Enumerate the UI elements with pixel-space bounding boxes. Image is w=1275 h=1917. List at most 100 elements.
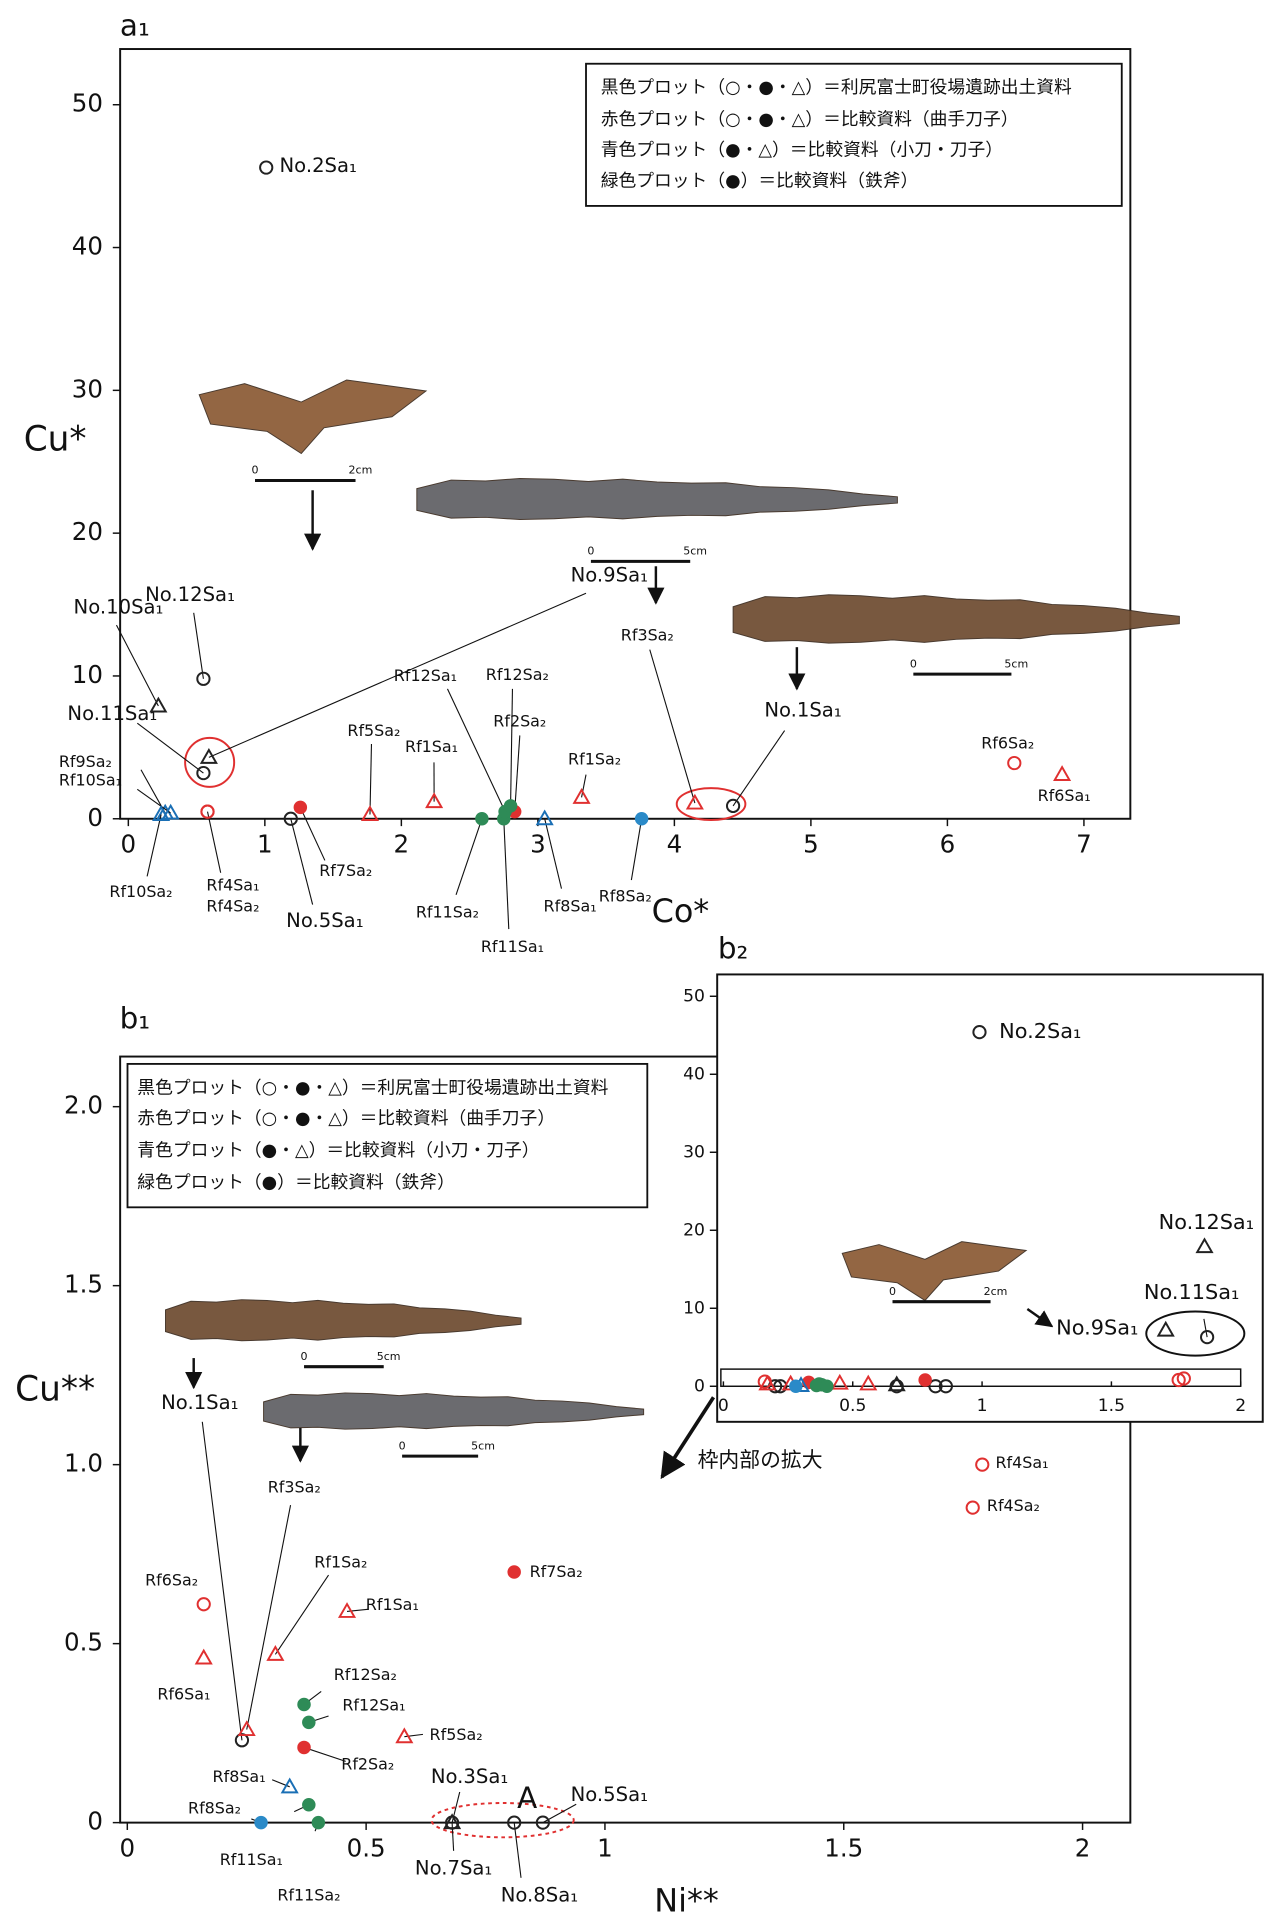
point-label: Rf11Sa₂: [416, 903, 479, 922]
leader-line: [303, 1746, 346, 1762]
point-label: Rf7Sa₂: [319, 861, 372, 880]
leader-line: [514, 735, 521, 812]
point-label: Rf12Sa₂: [486, 665, 549, 684]
x-tick-label: 2: [1235, 1396, 1246, 1416]
leader-line: [732, 730, 786, 807]
point-label: Rf4Sa₂: [206, 897, 259, 916]
point-open: [938, 1379, 953, 1394]
scale-zero: 0: [399, 1439, 406, 1452]
x-tick-label: 3: [530, 830, 546, 859]
point-filled: [302, 1797, 316, 1812]
y-tick-label: 1.5: [64, 1270, 103, 1299]
point-open: [1176, 1371, 1191, 1386]
leader-line: [274, 1574, 330, 1655]
point-filled: [789, 1379, 803, 1394]
legend-entry: 緑色プロット（●）＝比較資料（鉄斧）: [601, 170, 919, 191]
point-label: Rf2Sa₂: [341, 1755, 394, 1774]
point-triangle: [887, 1375, 906, 1392]
point-label: Rf10Sa₁: [59, 770, 122, 789]
point-label: No.5Sa₁: [571, 1783, 648, 1806]
annotation: A: [517, 1781, 537, 1815]
point-open: [200, 804, 215, 819]
point-open: [773, 1379, 788, 1394]
point-triangle: [535, 809, 554, 826]
x-tick-label: 4: [667, 830, 683, 859]
y-tick-label: 20: [72, 517, 103, 546]
point-triangle: [152, 805, 171, 821]
point-label: No.1Sa₁: [764, 698, 841, 721]
point-triangle: [425, 792, 444, 809]
point-label: No.7Sa₁: [415, 1857, 492, 1880]
point-open: [535, 1815, 550, 1830]
point-label: No.2Sa₁: [280, 154, 357, 177]
point-triangle: [237, 1720, 256, 1737]
leader-line: [446, 688, 506, 812]
point-label: Rf8Sa₁: [544, 897, 597, 916]
point-label: Rf4Sa₂: [987, 1496, 1040, 1515]
point-triangle: [572, 788, 591, 804]
leader-line: [136, 788, 171, 814]
point-triangle: [360, 805, 380, 821]
point-open: [1007, 755, 1022, 771]
leader-line: [208, 592, 587, 758]
point-label: Rf7Sa₂: [530, 1562, 583, 1581]
scale-length: 5cm: [377, 1350, 401, 1363]
leader-line: [455, 818, 483, 895]
point-filled: [503, 799, 518, 813]
scale-zero: 0: [587, 545, 594, 558]
x-tick-label: 0.5: [347, 1834, 386, 1863]
point-label: Rf5Sa₂: [430, 1725, 483, 1744]
point-filled: [254, 1815, 268, 1830]
point-label: Rf9Sa₂: [59, 752, 112, 771]
leader-line: [451, 1822, 455, 1851]
point-label: No.8Sa₁: [501, 1884, 578, 1907]
highlight-ellipse: [184, 736, 236, 788]
point-label: No.11Sa₁: [1144, 1280, 1239, 1304]
leader-line: [146, 814, 162, 877]
y-tick-label: 20: [683, 1220, 705, 1240]
scale-length: 5cm: [471, 1439, 495, 1452]
y-tick-label: 40: [683, 1064, 705, 1084]
leader-line: [581, 774, 587, 798]
leader-line: [115, 624, 159, 707]
point-label: Rf2Sa₂: [493, 711, 546, 730]
x-tick-label: 7: [1076, 830, 1092, 859]
point-label: Rf8Sa₁: [213, 1767, 266, 1786]
legend-entry: 赤色プロット（○・●・△）＝比較資料（曲手刀子）: [601, 109, 1019, 130]
point-label: Rf6Sa₁: [157, 1685, 210, 1704]
point-open: [725, 798, 741, 814]
point-triangle: [161, 803, 180, 820]
legend-box: [126, 1062, 649, 1209]
scale-zero: 0: [889, 1285, 896, 1298]
point-label: No.5Sa₁: [286, 909, 363, 932]
legend-entry: 黒色プロット（○・●・△）＝利尻富士町役場遺跡出土資料: [137, 1077, 608, 1098]
scale-zero: 0: [251, 464, 258, 477]
point-label: Rf11Sa₁: [220, 1850, 283, 1869]
point-open: [965, 1500, 980, 1515]
leader-line: [630, 818, 643, 881]
y-axis-title: Cu*: [24, 420, 87, 460]
point-filled: [918, 1373, 932, 1387]
point-label: No.2Sa₁: [999, 1019, 1081, 1043]
y-tick-label: 1.0: [64, 1449, 103, 1478]
y-tick-label: 10: [72, 660, 103, 689]
point-label: Rf4Sa₁: [206, 876, 259, 895]
point-triangle: [758, 1374, 777, 1391]
point-filled: [297, 1697, 311, 1712]
legend-box: [585, 62, 1123, 207]
y-tick-label: 0: [87, 1807, 103, 1836]
leader-line: [206, 811, 222, 873]
y-tick-label: 10: [683, 1298, 705, 1318]
x-tick-label: 0.5: [839, 1396, 866, 1416]
x-tick-label: 1: [597, 1834, 613, 1863]
point-triangle: [859, 1374, 878, 1391]
scale-zero: 0: [301, 1350, 308, 1363]
x-tick-label: 2: [394, 830, 410, 859]
leader-line: [193, 612, 204, 679]
point-label: Rf4Sa₁: [995, 1453, 1048, 1472]
annotation: 枠内部の拡大: [698, 1448, 823, 1472]
point-label: No.9Sa₁: [571, 564, 648, 587]
leader-line: [136, 722, 204, 774]
point-filled: [311, 1815, 326, 1830]
legend-entry: 青色プロット（●・△）＝比較資料（小刀・刀子）: [137, 1140, 539, 1161]
